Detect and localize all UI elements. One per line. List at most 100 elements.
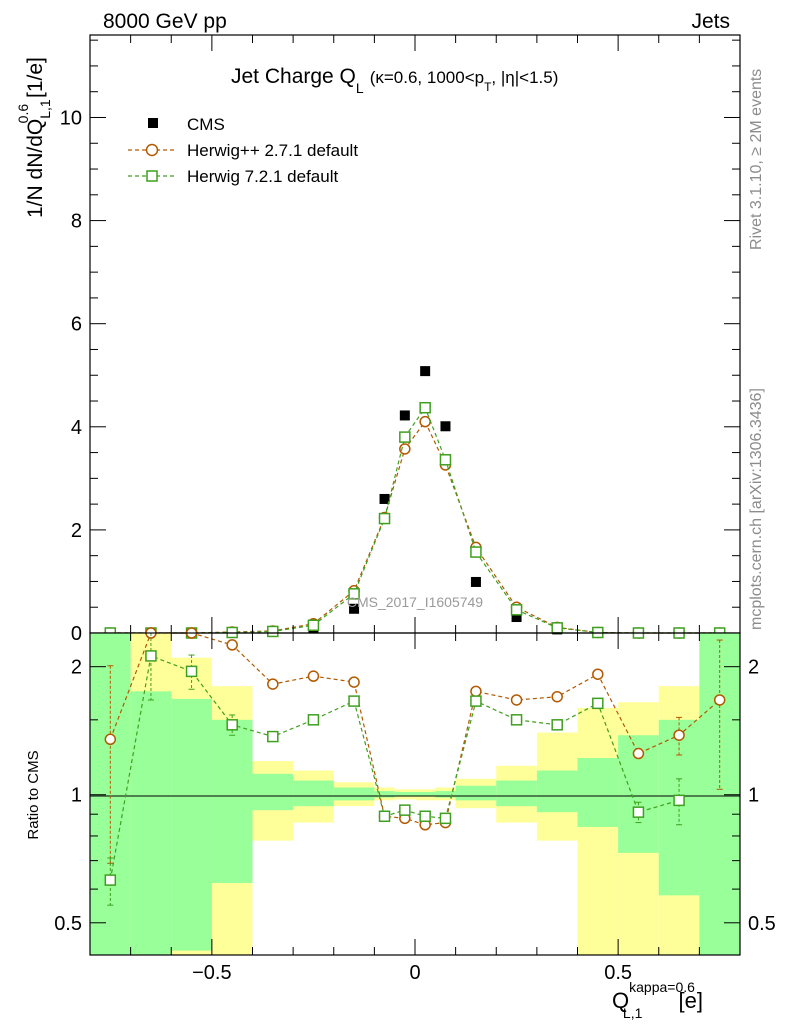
main-ytick-label: 10 <box>60 107 82 129</box>
ratio-ytick-label: 0.5 <box>54 913 82 935</box>
herwigpp-ratio-point <box>226 639 238 651</box>
stat-uncertainty-band <box>435 791 456 798</box>
chart-cuts-end: , |η|<1.5) <box>491 68 558 87</box>
stat-uncertainty-band <box>415 791 436 797</box>
herwig7-ratio-point <box>185 665 198 678</box>
stat-uncertainty-band <box>130 691 172 955</box>
legend-cms-label: CMS <box>187 115 225 134</box>
herwig7-ratio-point <box>470 695 482 707</box>
herwigpp-ratio-point <box>307 670 320 682</box>
main-ylabel: 1/N dN/dQL,1 0.6 [1/e] <box>15 57 53 218</box>
stat-uncertainty-band <box>394 791 415 797</box>
chart-cuts: (κ=0.6, 1000<p <box>370 68 484 87</box>
main-ylabel-unit: [1/e] <box>24 57 47 104</box>
stat-uncertainty-band <box>536 770 578 813</box>
herwig7-ratio-point <box>104 874 117 886</box>
main-ytick-label: 4 <box>71 417 82 439</box>
ratio-ytick-label-right: 1 <box>748 785 759 807</box>
herwig7-ratio-point <box>267 730 279 743</box>
ratio-ytick-label: 2 <box>71 657 82 679</box>
ratio-xlabel-text: Q <box>612 988 629 1013</box>
chart-title-sub: L <box>356 80 364 96</box>
ratio-series-line <box>109 632 721 826</box>
herwig7-ratio-point <box>592 697 604 710</box>
herwig7-ratio-point <box>673 794 685 807</box>
legend: CMS Herwig++ 2.7.1 default Herwig 7.2.1 … <box>128 115 358 186</box>
total-uncertainty-band <box>577 707 619 955</box>
ratio-axes: 0.5 0.5 1 1 2 2 −0.5 0 0.5 <box>54 633 776 984</box>
herwig7-point <box>510 604 523 616</box>
ratio-panel: 0.5 0.5 1 1 2 2 −0.5 0 0.5 Ratio to CMS Qkappa=0… <box>25 627 776 1021</box>
main-ylabel-text: 1/N dN/dQ <box>24 119 47 218</box>
herwig7-point <box>378 512 391 525</box>
herwigpp-ratio-point <box>348 676 360 688</box>
main-axes: 0 2 4 6 8 10 <box>60 35 741 645</box>
herwig7-point <box>348 588 360 600</box>
main-ytick-label: 0 <box>71 623 82 645</box>
herwig7-point <box>470 546 482 558</box>
chart-cuts-sub: T <box>484 80 492 94</box>
herwigpp-ratio-point <box>551 690 563 703</box>
herwig7-ratio-point <box>348 695 360 707</box>
herwig7-ratio-point <box>307 714 320 726</box>
herwig7-point <box>267 625 279 638</box>
herwigpp-ratio-point <box>632 747 645 760</box>
herwig7-ratio-point <box>510 714 523 726</box>
main-ytick-label: 6 <box>71 314 82 336</box>
stat-uncertainty-band <box>496 780 537 807</box>
watermark-label: CMS_2017_I1605749 <box>347 594 483 610</box>
herwig7-ratio-point <box>378 810 391 823</box>
ratio-ylabel: Ratio to CMS <box>25 750 42 839</box>
chart-title: Jet Charge QL (κ=0.6, 1000<pT, |η|<1.5) <box>231 65 558 96</box>
herwigpp-point <box>419 415 431 428</box>
herwig7-point <box>551 622 563 634</box>
legend-item-herwig7: Herwig 7.2.1 default <box>128 167 338 186</box>
rivet-label: Rivet 3.1.10, ≥ 2M events <box>748 69 765 250</box>
legend-cms-marker <box>148 118 158 128</box>
ratio-xlabel-sub: L,1 <box>623 1005 643 1021</box>
cms-data-point <box>511 612 522 623</box>
main-panel: 0 2 4 6 8 10 CMS_2017_I1605749 Jet Charge QL (… <box>15 34 741 645</box>
ratio-xtick-label: 0.5 <box>604 962 632 984</box>
herwigpp-ratio-point <box>673 729 685 741</box>
herwig7-ratio-point <box>419 810 431 823</box>
cms-data-point <box>420 366 431 377</box>
ratio-bands-layer <box>90 633 740 955</box>
process-label: Jets <box>691 10 730 33</box>
legend-herwig7-label: Herwig 7.2.1 default <box>187 167 338 186</box>
legend-item-cms: CMS <box>148 115 225 134</box>
ratio-xlabel-unit: [e] <box>672 988 703 1013</box>
main-ylabel-sup: 0.6 <box>15 104 31 124</box>
herwigpp-ratio-point <box>267 678 279 690</box>
cms-data-point <box>379 493 390 504</box>
main-ytick-label: 8 <box>71 211 82 233</box>
herwig7-ratio-point <box>551 719 563 731</box>
stat-uncertainty-band <box>252 773 294 811</box>
herwig7-ratio-point <box>632 806 645 818</box>
ratio-xtick-label: 0 <box>409 962 420 984</box>
herwig7-point <box>419 401 431 414</box>
herwig7-ratio-point <box>399 804 411 816</box>
legend-herwigpp-marker <box>145 143 159 157</box>
herwigpp-ratio-point <box>713 694 726 706</box>
herwigpp-ratio-point <box>104 733 117 746</box>
cms-data-point <box>440 421 451 432</box>
legend-herwig7-marker <box>146 170 158 182</box>
cms-data-point <box>399 410 410 421</box>
cms-data-point <box>470 576 481 587</box>
herwig7-point <box>439 454 452 466</box>
stat-uncertainty-band <box>333 787 375 801</box>
stat-uncertainty-band <box>171 698 212 951</box>
stat-uncertainty-band <box>374 791 395 798</box>
legend-herwigpp-label: Herwig++ 2.7.1 default <box>187 141 358 160</box>
herwigpp-ratio-point <box>592 668 604 680</box>
herwig7-ratio-point <box>226 719 238 731</box>
main-ylabel-sub: L,1 <box>37 99 53 119</box>
ratio-ytick-label: 1 <box>71 785 82 807</box>
herwig7-ratio-point <box>145 650 157 662</box>
stat-uncertainty-band <box>293 780 334 807</box>
herwig7-point <box>399 431 411 443</box>
chart-title-main: Jet Charge Q <box>231 65 356 88</box>
main-ytick-label: 2 <box>71 520 82 542</box>
